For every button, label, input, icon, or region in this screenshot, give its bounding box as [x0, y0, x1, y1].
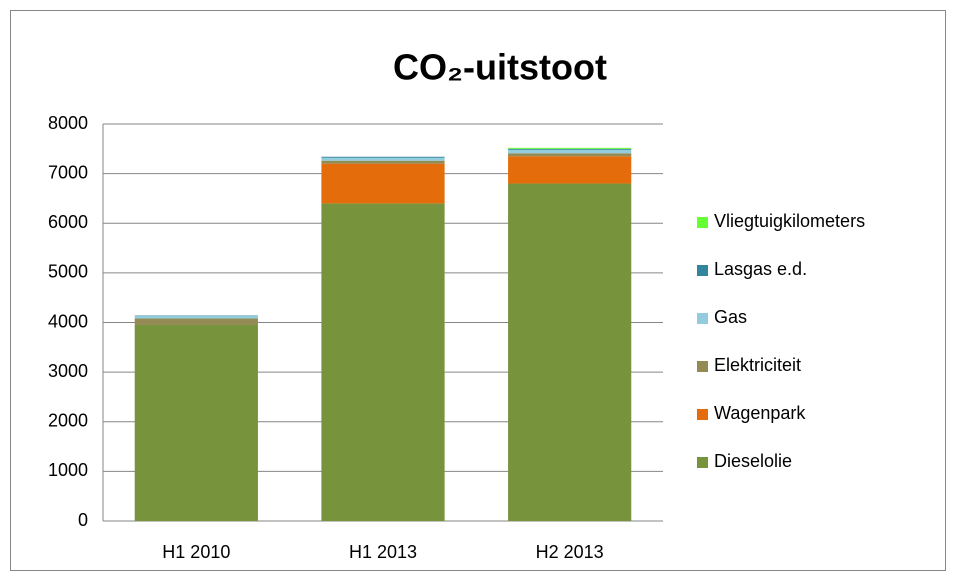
y-tick-label: 1000 — [48, 460, 88, 480]
chart-title: CO₂-uitstoot — [393, 47, 607, 88]
y-tick-label: 7000 — [48, 162, 88, 182]
bar-segment — [508, 149, 631, 150]
bar-segment — [321, 164, 444, 204]
legend-swatch — [697, 313, 708, 324]
y-tick-label: 5000 — [48, 262, 88, 282]
y-tick-label: 2000 — [48, 411, 88, 431]
bar-segment — [508, 153, 631, 156]
bar-segment — [135, 319, 258, 325]
bar-segment — [321, 161, 444, 164]
legend-label: Wagenpark — [714, 403, 806, 423]
legend-label: Vliegtuigkilometers — [714, 211, 865, 231]
legend-label: Dieselolie — [714, 451, 792, 471]
bar-segment — [508, 150, 631, 153]
bar-segment — [508, 148, 631, 149]
x-tick-label: H2 2013 — [536, 542, 604, 562]
bar-segment — [321, 157, 444, 158]
bar-segment — [321, 158, 444, 161]
y-tick-label: 8000 — [48, 113, 88, 133]
x-tick-label: H1 2010 — [162, 542, 230, 562]
legend-label: Elektriciteit — [714, 355, 801, 375]
bar-segment — [508, 184, 631, 521]
legend-swatch — [697, 361, 708, 372]
legend-swatch — [697, 265, 708, 276]
y-tick-label: 3000 — [48, 361, 88, 381]
x-tick-label: H1 2013 — [349, 542, 417, 562]
legend-label: Lasgas e.d. — [714, 259, 807, 279]
y-tick-label: 6000 — [48, 212, 88, 232]
bar-segment — [135, 316, 258, 318]
legend-swatch — [697, 217, 708, 228]
y-tick-label: 4000 — [48, 311, 88, 331]
legend-swatch — [697, 457, 708, 468]
bar-segment — [508, 156, 631, 183]
legend-swatch — [697, 409, 708, 420]
bar-segment — [135, 325, 258, 521]
y-tick-label: 0 — [78, 510, 88, 530]
bar-segment — [321, 203, 444, 521]
legend-label: Gas — [714, 307, 747, 327]
